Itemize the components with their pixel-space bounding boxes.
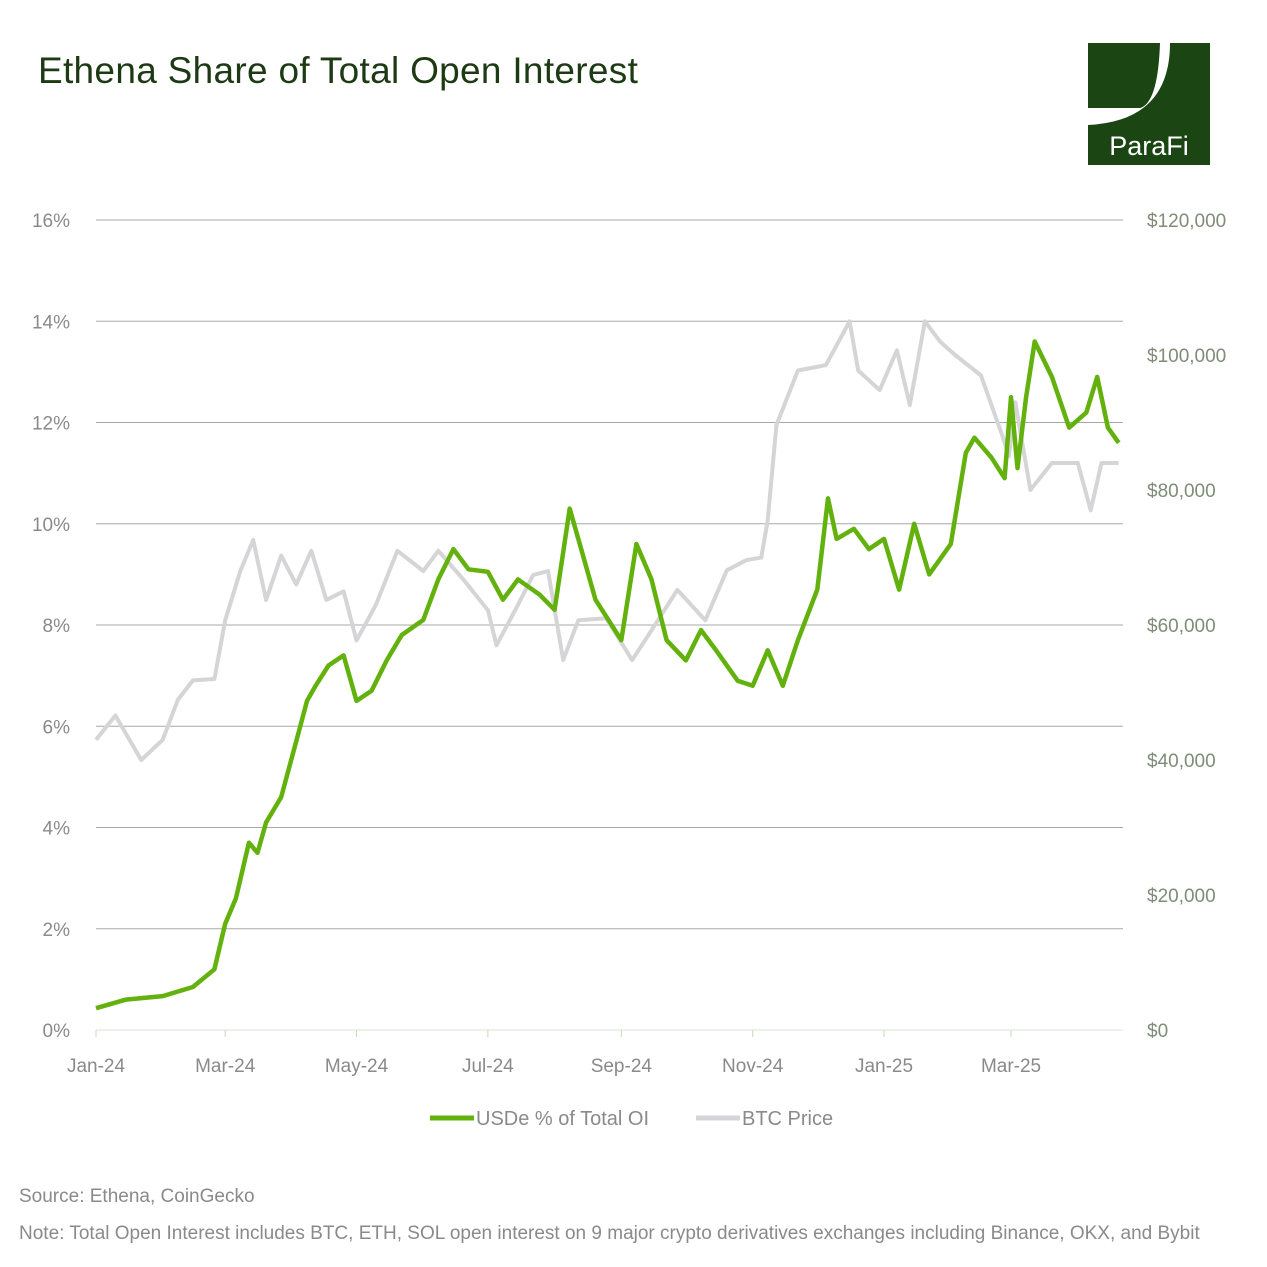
y-right-tick-label: $60,000 [1147, 616, 1216, 637]
chart-title: Ethena Share of Total Open Interest [38, 50, 639, 91]
series-line-usde-share [95, 339, 1121, 1011]
y-right-tick-label: $0 [1147, 1021, 1168, 1042]
y-right-tick-label: $100,000 [1147, 346, 1226, 367]
parafi-logo: ParaFi [1088, 43, 1210, 165]
legend-label: USDe % of Total OI [476, 1108, 649, 1130]
y-left-tick-label: 8% [43, 616, 71, 637]
x-tick-label: Mar-24 [195, 1056, 256, 1077]
y-right-tick-label: $120,000 [1147, 211, 1226, 232]
y-left-tick-label: 14% [32, 312, 70, 333]
series-line-btc-price [94, 319, 1119, 762]
x-tick-label: Jul-24 [462, 1056, 514, 1077]
x-tick-label: Sep-24 [591, 1056, 653, 1077]
legend-label: BTC Price [742, 1108, 833, 1130]
y-left-tick-label: 4% [43, 819, 71, 840]
y-left-tick-label: 16% [32, 211, 70, 232]
y-right-tick-label: $40,000 [1147, 751, 1216, 772]
y-left-tick-label: 10% [32, 515, 70, 536]
y-left-tick-label: 6% [43, 717, 71, 738]
source-note: Source: Ethena, CoinGecko [19, 1186, 255, 1207]
footnote: Note: Total Open Interest includes BTC, … [19, 1223, 1200, 1244]
x-tick-label: Nov-24 [722, 1056, 784, 1077]
x-tick-label: May-24 [325, 1056, 389, 1077]
y-right-tick-label: $20,000 [1147, 886, 1216, 907]
y-left-tick-label: 2% [43, 920, 71, 941]
x-tick-label: Mar-25 [981, 1056, 1041, 1077]
x-tick-label: Jan-25 [855, 1056, 913, 1077]
y-left-tick-label: 0% [43, 1021, 71, 1042]
x-tick-label: Jan-24 [67, 1056, 126, 1077]
y-left-tick-label: 12% [32, 414, 70, 435]
y-right-tick-label: $80,000 [1147, 481, 1216, 502]
svg-text:ParaFi: ParaFi [1109, 131, 1189, 161]
chart: 0% 2% 4% 6% 8% 10% 12% 14% 16% $0 $20,000 $40,000 $6… [32, 211, 1226, 1130]
